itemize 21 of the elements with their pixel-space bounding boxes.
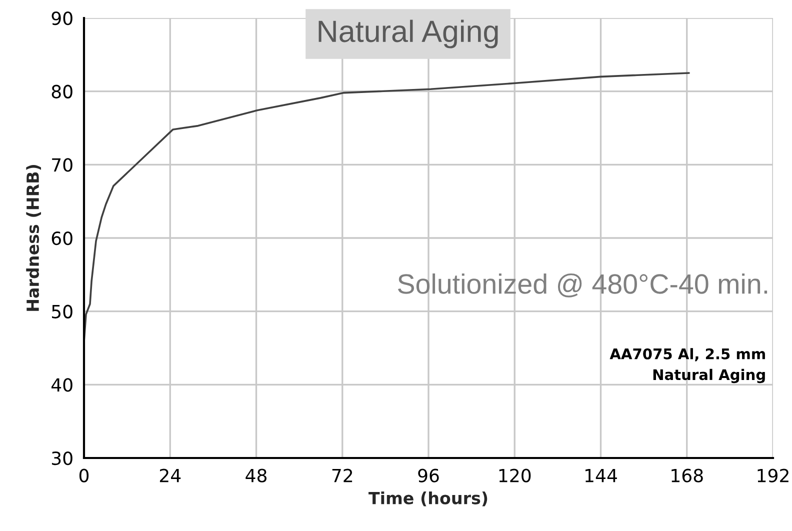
x-tick-label: 48 bbox=[246, 468, 266, 482]
x-tick-label: 0 bbox=[79, 468, 89, 482]
y-tick-label: 30 bbox=[52, 451, 72, 466]
x-tick-label: 96 bbox=[418, 468, 439, 482]
y-axis-title: Hardness (HRB) bbox=[26, 164, 42, 311]
x-tick-label: 168 bbox=[672, 468, 703, 482]
x-tick-label: 144 bbox=[586, 468, 617, 482]
y-tick-label: 70 bbox=[52, 158, 72, 172]
y-tick-label: 40 bbox=[51, 378, 72, 392]
x-tick-label: 72 bbox=[332, 468, 352, 482]
x-tick-label: 24 bbox=[160, 468, 181, 482]
y-tick-label: 60 bbox=[52, 231, 72, 246]
y-tick-label: 80 bbox=[52, 84, 72, 98]
y-tick-label: 90 bbox=[52, 11, 72, 26]
x-tick-label: 192 bbox=[758, 468, 788, 482]
annotation: AA7075 Al, 2.5 mm Natural Aging bbox=[610, 348, 765, 384]
x-tick-label: 120 bbox=[499, 468, 531, 482]
annotation: Solutionized @ 480°C-40 min. bbox=[398, 273, 768, 298]
y-tick-label: 50 bbox=[52, 304, 72, 318]
chart-title: Natural Aging bbox=[318, 20, 498, 48]
x-axis-title: Time (hours) bbox=[368, 491, 488, 506]
